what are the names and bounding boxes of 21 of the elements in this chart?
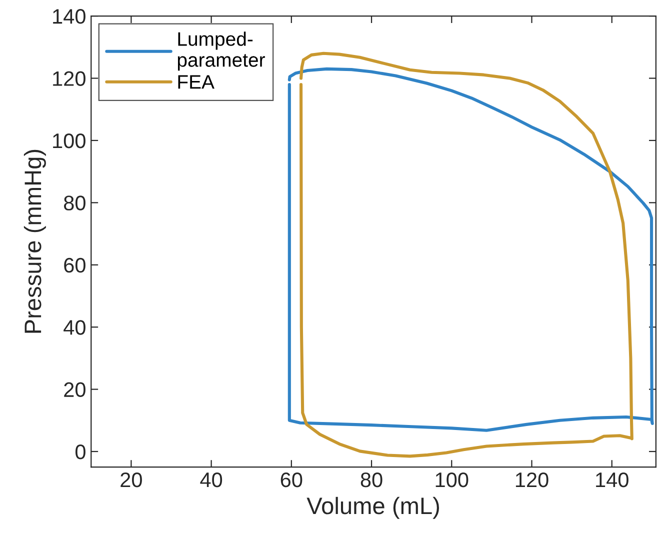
line-series [288, 67, 654, 432]
x-tick-label: 20 [120, 472, 142, 488]
x-axis-title: Volume (mL) [306, 496, 439, 519]
y-tick-label: 60 [64, 258, 86, 273]
x-tick-label: 120 [516, 472, 548, 488]
y-tick-label: 80 [64, 196, 86, 210]
y-tick-label: 100 [53, 133, 86, 148]
legend-label: Lumped- parameter [178, 32, 265, 71]
x-tick-label: 60 [280, 472, 302, 488]
x-tick-label: 40 [200, 472, 222, 488]
y-tick-label: 40 [64, 320, 86, 335]
x-tick-label: 100 [436, 472, 468, 488]
line-series [299, 52, 634, 458]
y-tick-label: 120 [53, 71, 86, 86]
y-tick-label: 0 [75, 444, 86, 460]
y-axis-title: Pressure (mmHg) [24, 150, 46, 333]
x-tick-label: 140 [596, 472, 628, 488]
y-tick-label: 20 [64, 382, 86, 398]
y-tick-label: 140 [53, 9, 86, 24]
x-tick-label: 80 [360, 472, 382, 488]
legend-label: FEA [178, 75, 214, 89]
